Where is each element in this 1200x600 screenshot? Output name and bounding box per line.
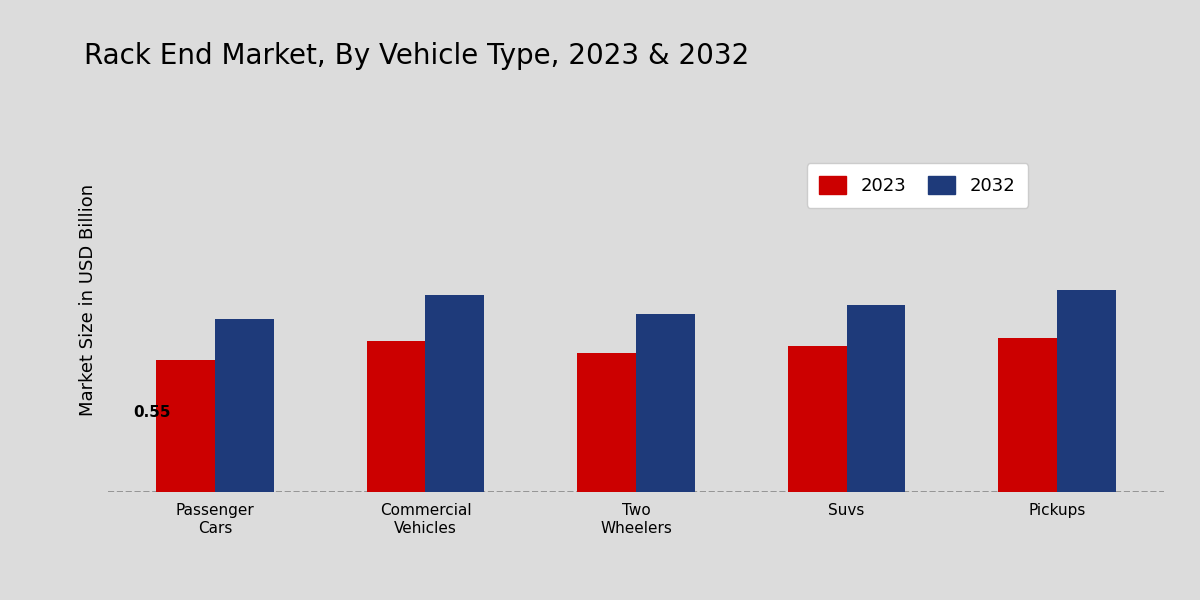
Bar (156, 360, 215, 492)
Bar (787, 346, 846, 492)
Bar (846, 305, 906, 492)
Bar (998, 338, 1057, 492)
Text: Rack End Market, By Vehicle Type, 2023 & 2032: Rack End Market, By Vehicle Type, 2023 &… (84, 42, 749, 70)
Bar (366, 341, 426, 492)
Bar (577, 353, 636, 492)
Bar (426, 295, 485, 492)
Text: 0.55: 0.55 (133, 406, 170, 420)
Bar (215, 319, 274, 492)
Bar (1057, 290, 1116, 492)
Bar (636, 314, 695, 492)
Legend: 2023, 2032: 2023, 2032 (806, 163, 1028, 208)
Y-axis label: Market Size in USD Billion: Market Size in USD Billion (79, 184, 97, 416)
